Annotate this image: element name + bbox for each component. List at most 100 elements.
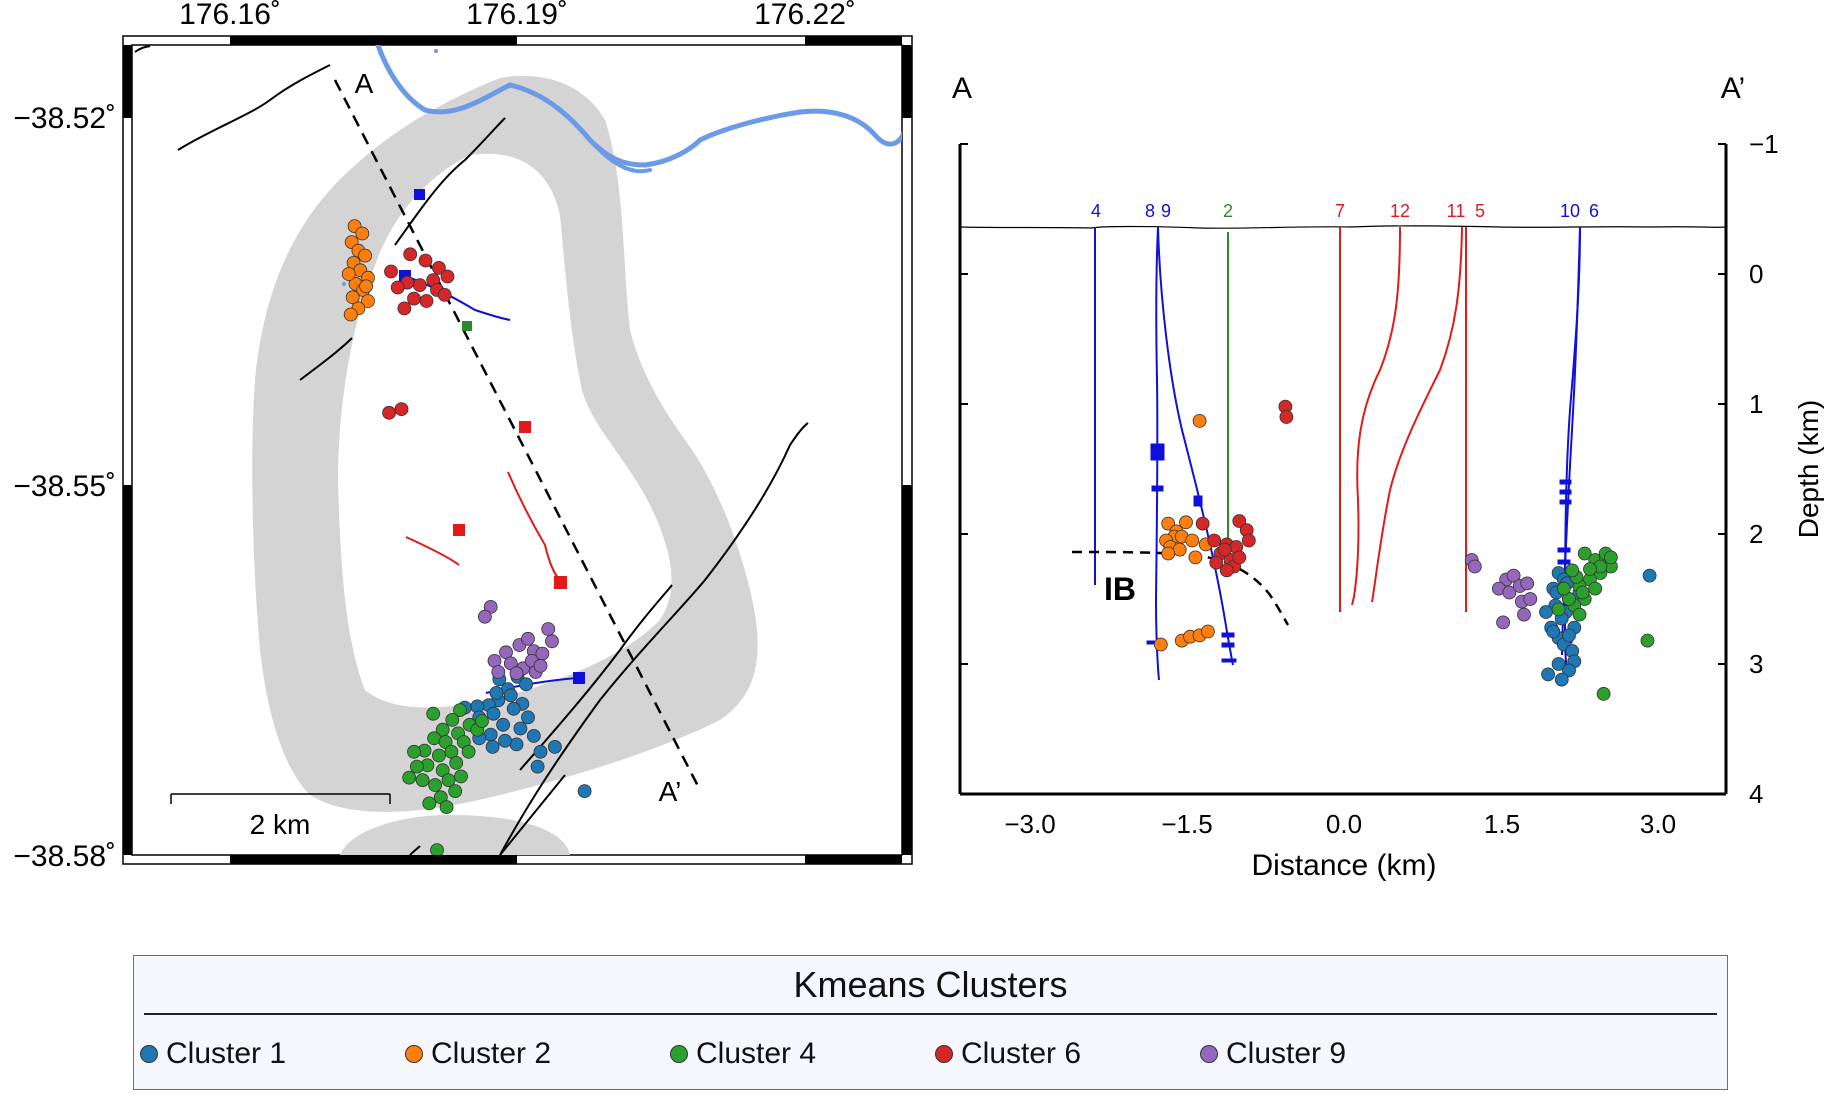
event-point [384, 264, 398, 279]
river-pond [434, 49, 438, 53]
well-label: 7 [1335, 201, 1345, 221]
event-point [541, 622, 556, 636]
caldera-zone-south [340, 815, 570, 855]
event-point [1232, 550, 1247, 565]
event-point [382, 405, 397, 420]
event-point [486, 706, 501, 721]
map-frame-checkerboard [123, 36, 912, 864]
event-point [545, 634, 559, 649]
section-y-tick-label: 4 [1749, 779, 1763, 809]
event-point [1217, 542, 1232, 557]
event-point [509, 666, 524, 681]
event-point [1520, 576, 1535, 591]
scale-bar: 2 km [170, 793, 391, 840]
event-point [445, 713, 460, 727]
section-event-markers [1153, 399, 1657, 701]
well-label: 12 [1390, 201, 1410, 221]
event-point [475, 714, 489, 728]
section-label-end: A’ [1721, 72, 1745, 105]
legend-swatch-cluster-1 [140, 1044, 158, 1063]
event-point [426, 706, 441, 721]
legend-swatch-cluster-9 [1200, 1044, 1218, 1063]
event-point [1596, 687, 1611, 701]
event-point [418, 253, 433, 268]
event-point [1572, 607, 1587, 622]
legend-title: Kmeans Clusters [793, 964, 1068, 1005]
river-pond [342, 282, 346, 286]
event-point [419, 294, 434, 308]
event-point [1506, 568, 1521, 583]
event-point [491, 665, 506, 679]
cross-section-panel: A A’ [952, 72, 1824, 882]
legend-item: Cluster 6 [935, 1031, 1081, 1076]
event-point [1551, 657, 1566, 671]
event-point [533, 658, 548, 673]
event-point [343, 307, 358, 322]
event-point [461, 744, 476, 759]
section-x-axis-label: Distance (km) [1251, 849, 1436, 882]
river-side-channel [588, 138, 652, 174]
event-point [1241, 533, 1256, 548]
map-x-tick-label: 176.19˚ [466, 0, 568, 31]
legend-label: Cluster 9 [1226, 1036, 1347, 1070]
section-x-tick-label: 0.0 [1326, 809, 1362, 839]
section-x-ticks: −3.0 −1.5 0.0 1.5 3.0 [1004, 809, 1676, 839]
event-point [1179, 515, 1193, 530]
event-point [1172, 542, 1187, 557]
legend: Kmeans Clusters Cluster 1 Cluster 2 Clus… [133, 955, 1728, 1090]
event-point [526, 729, 541, 743]
well-label: 5 [1475, 201, 1485, 221]
map-y-tick-label: −38.55˚ [13, 470, 116, 503]
event-point [355, 226, 370, 241]
section-y-tick-label: 1 [1749, 389, 1763, 419]
event-point [1640, 633, 1655, 648]
event-point [496, 717, 511, 732]
event-point [397, 301, 412, 316]
event-point [1546, 624, 1561, 639]
event-point [485, 740, 500, 754]
legend-label: Cluster 1 [166, 1036, 287, 1070]
event-point [503, 688, 518, 703]
event-point [1185, 533, 1200, 548]
event-point [548, 740, 562, 754]
event-point [483, 727, 498, 742]
event-point [403, 247, 418, 262]
event-point [1195, 516, 1210, 531]
legend-label: Cluster 6 [961, 1036, 1082, 1070]
legend-divider [144, 1013, 1717, 1015]
event-point [1161, 546, 1176, 561]
event-point [1604, 550, 1618, 565]
event-point [439, 800, 454, 814]
topography-profile [959, 225, 1727, 229]
fault-lines [134, 45, 809, 855]
legend-item: Cluster 2 [405, 1031, 551, 1076]
event-point [1562, 628, 1576, 643]
map-profile-label-start: A [355, 68, 374, 99]
event-point [358, 248, 373, 263]
event-point [1551, 602, 1566, 617]
event-point [430, 843, 444, 855]
event-point [402, 770, 417, 785]
legend-item: Cluster 1 [140, 1031, 286, 1076]
event-point [1577, 546, 1592, 561]
event-point [448, 784, 463, 798]
event-point [1219, 563, 1234, 578]
event-point [535, 646, 550, 661]
event-point [1467, 559, 1482, 574]
section-well-labels: 4 8 9 2 7 12 11 5 10 6 [1091, 201, 1599, 221]
event-point [449, 756, 464, 770]
section-y-ticks: −1 0 1 2 3 4 [1749, 129, 1779, 809]
section-y-tick-label: 3 [1749, 649, 1763, 679]
event-point [453, 703, 467, 717]
well-label: 10 [1560, 201, 1580, 221]
event-point [361, 294, 375, 308]
event-point [1192, 413, 1207, 428]
section-y-tick-label: 2 [1749, 519, 1763, 549]
section-right-ticks [1718, 143, 1726, 795]
event-point [1554, 672, 1569, 687]
legend-swatch-cluster-4 [670, 1044, 688, 1063]
section-y-tick-label: −1 [1749, 129, 1779, 159]
event-point [506, 701, 521, 716]
event-point [498, 733, 512, 748]
